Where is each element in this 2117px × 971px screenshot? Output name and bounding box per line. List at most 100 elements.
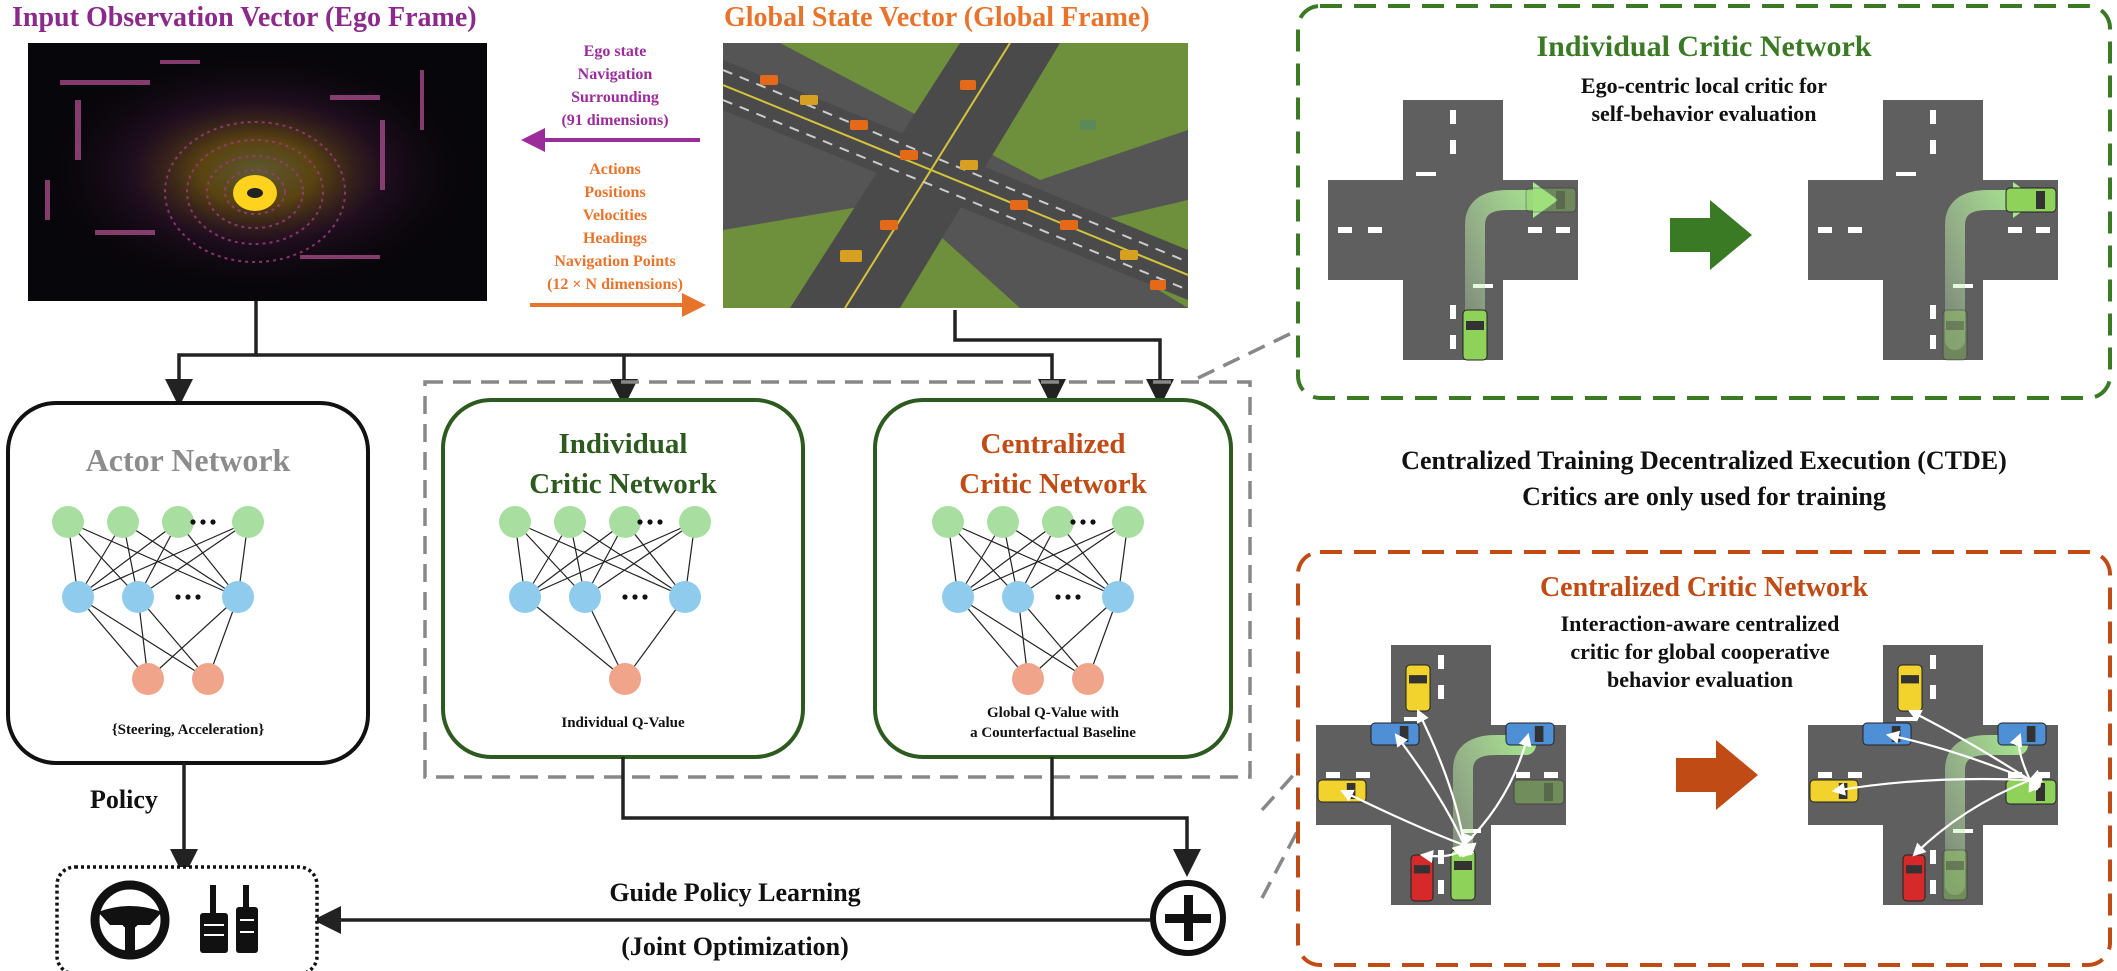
ego-car — [1450, 849, 1476, 901]
ego-car-ghost — [1513, 779, 1565, 805]
observation-line: Navigation — [577, 66, 653, 83]
input-observation-title: Input Observation Vector (Ego Frame) — [12, 2, 477, 33]
lane-mark — [1544, 772, 1558, 778]
title-line: Critic Network — [529, 468, 717, 500]
title-line: Critic Network — [959, 468, 1147, 500]
joint-optimization-label: (Joint Optimization) — [621, 932, 849, 961]
state-line: Navigation Points — [554, 253, 676, 270]
ellipsis-dot — [1055, 594, 1061, 600]
lane-mark — [1450, 110, 1456, 124]
lane-mark — [1404, 717, 1424, 721]
output-node — [132, 663, 164, 695]
lane-mark — [1528, 227, 1542, 233]
state-line: (12 × N dimensions) — [547, 276, 683, 293]
ellipsis-dot — [190, 519, 196, 525]
pedals-icon — [200, 885, 258, 953]
steering-wheel-icon — [90, 880, 170, 960]
lane-mark — [1930, 655, 1936, 669]
lane-mark — [1356, 772, 1370, 778]
lane-mark — [1450, 140, 1456, 154]
actor-network-box — [6, 401, 370, 765]
global-state-title: Global State Vector (Global Frame) — [724, 2, 1150, 33]
ellipsis-dot — [1075, 594, 1081, 600]
hidden-node — [1002, 581, 1034, 613]
blue-car — [1370, 722, 1420, 746]
neural-network — [52, 506, 264, 695]
car-window — [2036, 783, 2045, 801]
plus-icon — [1150, 880, 1226, 956]
panel-centralized-desc: Interaction-aware centralized critic for… — [1450, 610, 1950, 694]
car-window — [1414, 865, 1430, 874]
input-node — [554, 506, 586, 538]
input-node — [162, 506, 194, 538]
guide-policy-label: Guide Policy Learning — [609, 878, 861, 907]
lane-mark — [1326, 772, 1340, 778]
global-q-value-label: Global Q-Value with a Counterfactual Bas… — [875, 703, 1231, 743]
intersection-diagrams — [1316, 100, 2058, 905]
hidden-node — [669, 581, 701, 613]
blue-car — [1862, 722, 1912, 746]
desc-line: self-behavior evaluation — [1591, 101, 1817, 126]
ellipsis-dot — [175, 594, 181, 600]
lane-mark — [1438, 880, 1444, 894]
lane-mark — [1338, 227, 1352, 233]
output-line: Global Q-Value with — [987, 705, 1119, 721]
lane-mark — [2008, 227, 2022, 233]
lane-mark — [1416, 172, 1436, 176]
input-node — [932, 506, 964, 538]
state-line: Positions — [584, 184, 646, 201]
output-node — [609, 663, 641, 695]
interaction-arrow — [1419, 832, 1475, 864]
road-vertical — [1403, 100, 1503, 360]
yellow-car — [1405, 664, 1431, 712]
observation-line: Surrounding — [571, 89, 659, 106]
ctde-label: Centralized Training Decentralized Execu… — [1298, 443, 2110, 515]
ellipsis-dot — [657, 519, 663, 525]
blue-car — [1505, 722, 1555, 746]
lane-mark — [2036, 227, 2050, 233]
road-vertical — [1883, 100, 1983, 360]
hidden-node — [942, 581, 974, 613]
output-node — [1072, 663, 1104, 695]
path-arrowhead — [1533, 182, 1558, 218]
hidden-node — [62, 581, 94, 613]
bottom-connectors — [170, 757, 1201, 934]
intersection-map — [1316, 645, 1566, 905]
car-window — [2036, 191, 2045, 209]
lane-mark — [1450, 335, 1456, 349]
lane-mark — [1368, 227, 1382, 233]
car-window — [1556, 191, 1565, 209]
car-window — [1891, 726, 1901, 742]
ellipsis-dot — [1070, 519, 1076, 525]
car-window — [1409, 675, 1427, 684]
policy-label: Policy — [90, 785, 158, 814]
individual-q-value-label: Individual Q-Value — [561, 715, 685, 731]
ellipsis-dot — [622, 594, 628, 600]
output-node — [192, 663, 224, 695]
hidden-node — [1102, 581, 1134, 613]
desc-line: behavior evaluation — [1606, 667, 1793, 692]
lane-mark — [1556, 227, 1570, 233]
input-node — [609, 506, 641, 538]
observation-arrow-label: Ego state Navigation Surrounding (91 dim… — [520, 40, 710, 132]
observation-line: (91 dimensions) — [561, 112, 669, 129]
observation-line: Ego state — [583, 43, 647, 60]
car-window — [1946, 861, 1964, 870]
lane-mark — [1930, 685, 1936, 699]
centralized-critic-panel — [1296, 550, 2112, 967]
hidden-node — [122, 581, 154, 613]
panel-individual-desc: Ego-centric local critic for self-behavi… — [1298, 72, 2110, 128]
ego-car-ghost — [1525, 187, 1577, 213]
lane-mark — [1896, 717, 1916, 721]
ellipsis-dot — [195, 594, 201, 600]
lane-mark — [1450, 305, 1456, 319]
lane-mark — [1930, 110, 1936, 124]
car-window — [2026, 726, 2036, 742]
lane-mark — [1438, 685, 1444, 699]
lane-mark — [1930, 335, 1936, 349]
desc-line: critic for global cooperative — [1570, 639, 1830, 664]
ellipsis-dot — [200, 519, 206, 525]
desc-line: Interaction-aware centralized — [1560, 611, 1840, 636]
ego-car — [1462, 309, 1488, 361]
